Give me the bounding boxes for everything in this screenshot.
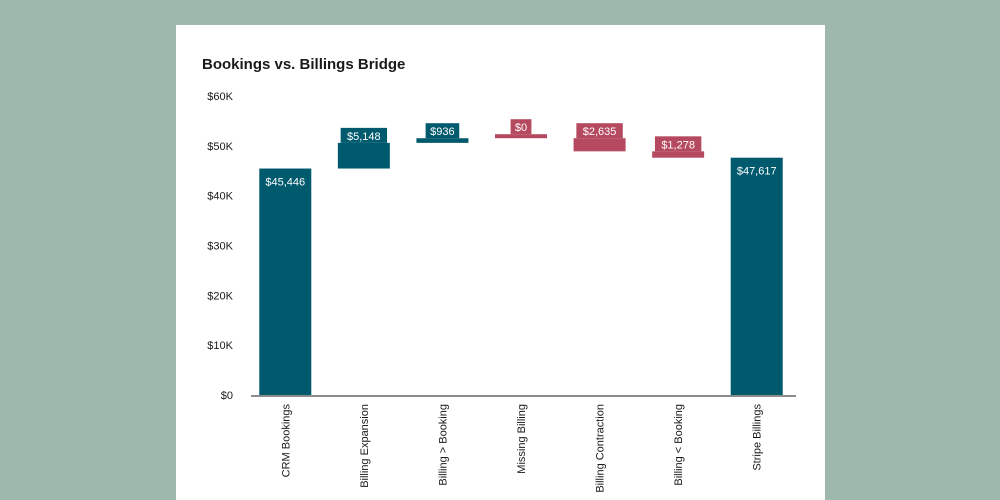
data-label-bg bbox=[510, 119, 532, 135]
y-tick-label: $40K bbox=[207, 191, 233, 203]
data-label: $1,278 bbox=[661, 139, 695, 151]
data-label: $47,617 bbox=[737, 166, 777, 178]
x-tick-label: CRM Bookings bbox=[280, 404, 292, 478]
x-tick-label: Billing Expansion bbox=[359, 404, 371, 488]
y-tick-label: $10K bbox=[207, 340, 233, 352]
bar-3 bbox=[416, 138, 469, 143]
y-tick-label: $50K bbox=[207, 141, 233, 153]
bar-5 bbox=[573, 138, 626, 152]
data-label-bg bbox=[425, 123, 460, 139]
bar-1 bbox=[259, 168, 312, 395]
bar-6 bbox=[652, 151, 705, 158]
bar-7 bbox=[730, 157, 783, 395]
data-label-bg bbox=[654, 136, 702, 152]
x-tick-label: Missing Billing bbox=[516, 404, 528, 474]
data-label: $936 bbox=[430, 126, 454, 138]
x-tick-label: Billing > Booking bbox=[437, 404, 449, 486]
chart-card: Bookings vs. Billings Bridge $0 $10K $20K $… bbox=[176, 25, 825, 500]
x-tick-label: Stripe Billings bbox=[752, 404, 764, 471]
data-label: $0 bbox=[515, 122, 527, 134]
y-tick-label: $0 bbox=[221, 390, 233, 402]
data-label-bg bbox=[576, 123, 623, 139]
data-label: $2,635 bbox=[583, 126, 617, 138]
y-tick-label: $60K bbox=[207, 91, 233, 103]
x-tick-label: Billing Contraction bbox=[595, 404, 607, 493]
bar-4 bbox=[495, 134, 547, 139]
bar-2 bbox=[337, 142, 390, 169]
data-label-bg bbox=[340, 127, 388, 143]
chart-title: Bookings vs. Billings Bridge bbox=[202, 56, 406, 73]
y-tick-label: $20K bbox=[207, 290, 233, 302]
data-label: $45,446 bbox=[265, 177, 305, 189]
y-tick-label: $30K bbox=[207, 241, 233, 253]
data-label: $5,148 bbox=[347, 131, 381, 143]
waterfall-chart: $0 $10K $20K $30K $40K $50K $60K $45,446 CRM Boo… bbox=[207, 91, 796, 493]
x-tick-label: Billing < Booking bbox=[673, 404, 685, 486]
